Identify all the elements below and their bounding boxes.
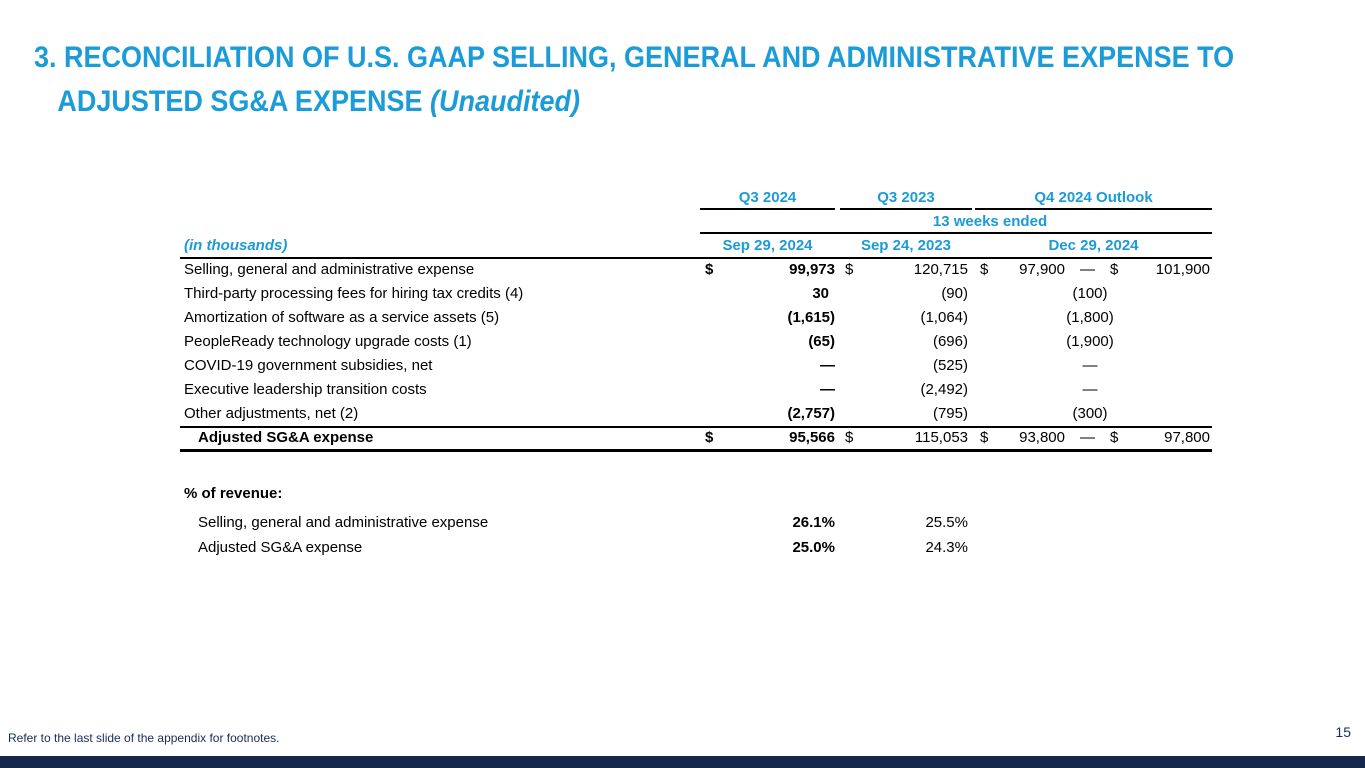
footer-bar <box>0 756 1365 768</box>
pct-heading-text: % of revenue: <box>184 485 283 502</box>
q3-2023-value: 120,715 <box>913 261 968 278</box>
currency-symbol: $ <box>1110 429 1119 446</box>
outlook-low: 97,900 <box>1019 261 1065 278</box>
outlook-high: 97,800 <box>1164 429 1210 446</box>
pct-heading: % of revenue: <box>180 482 1212 506</box>
table-row: Other adjustments, net (2) (300) (2,757) (7… <box>180 402 1212 426</box>
outlook-value: (1,900) <box>1066 333 1114 350</box>
title-line1: 3. RECONCILIATION OF U.S. GAAP SELLING, … <box>34 41 1235 74</box>
row-label: Selling, general and administrative expe… <box>184 261 475 278</box>
pct-q3-2023: 25.5% <box>925 514 968 531</box>
title-line2-text: ADJUSTED SG&A EXPENSE <box>57 85 430 118</box>
row-label: Other adjustments, net (2) <box>184 405 359 422</box>
q3-2024-value: 99,973 <box>789 261 835 278</box>
table-row: Executive leadership transition costs — — (… <box>180 378 1212 402</box>
q3-2023-value: (795) <box>932 405 968 422</box>
outlook-value: (300) <box>1072 405 1108 422</box>
q3-2023-value: 115,053 <box>914 429 968 446</box>
row-label: PeopleReady technology upgrade costs (1) <box>184 333 472 350</box>
page-title: 3. RECONCILIATION OF U.S. GAAP SELLING, … <box>34 36 1312 124</box>
q3-2024-value: (65) <box>808 333 835 350</box>
header-period: 13 weeks ended <box>932 213 1048 230</box>
pct-label: Selling, general and administrative expe… <box>198 514 489 531</box>
title-unaudited: (Unaudited) <box>429 85 580 118</box>
q3-2024-value: 30 <box>812 285 829 302</box>
row-label: COVID-19 government subsidies, net <box>184 357 433 374</box>
row-label: Executive leadership transition costs <box>184 381 427 398</box>
row-label: Third-party processing fees for hiring t… <box>184 285 524 302</box>
outlook-value: — <box>1082 357 1098 374</box>
divider <box>840 208 972 210</box>
pct-label: Adjusted SG&A expense <box>198 539 363 556</box>
divider <box>700 208 835 210</box>
currency-symbol: $ <box>980 261 989 278</box>
q3-2024-value: — <box>820 357 835 374</box>
table-row: Third-party processing fees for hiring t… <box>180 282 1212 306</box>
outlook-value: (100) <box>1072 285 1108 302</box>
q3-2024-value: (2,757) <box>787 405 835 422</box>
q3-2024-value: — <box>820 381 835 398</box>
currency-symbol: $ <box>1110 261 1119 278</box>
divider <box>700 232 1212 234</box>
q3-2024-value: (1,615) <box>787 309 835 326</box>
header-date2: Sep 24, 2023 <box>860 237 952 254</box>
currency-symbol: $ <box>980 429 989 446</box>
divider <box>975 208 1212 210</box>
q3-2024-value: 95,566 <box>789 429 835 446</box>
table-row: Amortization of software as a service as… <box>180 306 1212 330</box>
pct-row: Adjusted SG&A expense 25.0% 24.3% <box>180 536 1212 560</box>
pct-q3-2024: 26.1% <box>792 514 835 531</box>
q3-2023-value: (525) <box>932 357 968 374</box>
outlook-high: 101,900 <box>1155 261 1210 278</box>
currency-symbol: $ <box>845 429 854 446</box>
header-date3: Dec 29, 2024 <box>1048 237 1139 254</box>
table-row: Selling, general and administrative expe… <box>180 258 1212 282</box>
pct-q3-2023: 24.3% <box>925 539 968 556</box>
q3-2023-value: (90) <box>941 285 968 302</box>
range-dash: — <box>1080 429 1095 446</box>
footnote: Refer to the last slide of the appendix … <box>8 731 280 745</box>
units-label: (in thousands) <box>184 237 288 254</box>
row-label: Amortization of software as a service as… <box>184 309 500 326</box>
divider <box>180 257 1212 259</box>
table-row: COVID-19 government subsidies, net — — (525… <box>180 354 1212 378</box>
title-line2: ADJUSTED SG&A EXPENSE (Unaudited) <box>34 80 1312 124</box>
range-dash: — <box>1080 261 1095 278</box>
outlook-value: (1,800) <box>1066 309 1114 326</box>
q3-2023-value: (2,492) <box>920 381 968 398</box>
header-q3-2024: Q3 2024 <box>738 189 797 206</box>
q3-2023-value: (696) <box>932 333 968 350</box>
header-date1: Sep 29, 2024 <box>722 237 813 254</box>
pct-q3-2024: 25.0% <box>792 539 835 556</box>
table-row: Adjusted SG&A expense $ $ $93,800 — $97,800 95… <box>180 426 1212 450</box>
divider <box>180 426 1212 428</box>
outlook-low: 93,800 <box>1019 429 1065 446</box>
header-q4-outlook: Q4 2024 Outlook <box>1034 189 1153 206</box>
double-underline <box>180 449 1212 452</box>
currency-symbol: $ <box>845 261 854 278</box>
q3-2023-value: (1,064) <box>920 309 968 326</box>
currency-symbol: $ <box>705 261 714 278</box>
outlook-value: — <box>1082 381 1098 398</box>
pct-row: Selling, general and administrative expe… <box>180 511 1212 535</box>
table-row: PeopleReady technology upgrade costs (1)… <box>180 330 1212 354</box>
currency-symbol: $ <box>705 429 714 446</box>
header-q3-2023: Q3 2023 <box>877 189 935 206</box>
page-number: 15 <box>1335 724 1351 740</box>
row-label: Adjusted SG&A expense <box>198 429 374 446</box>
